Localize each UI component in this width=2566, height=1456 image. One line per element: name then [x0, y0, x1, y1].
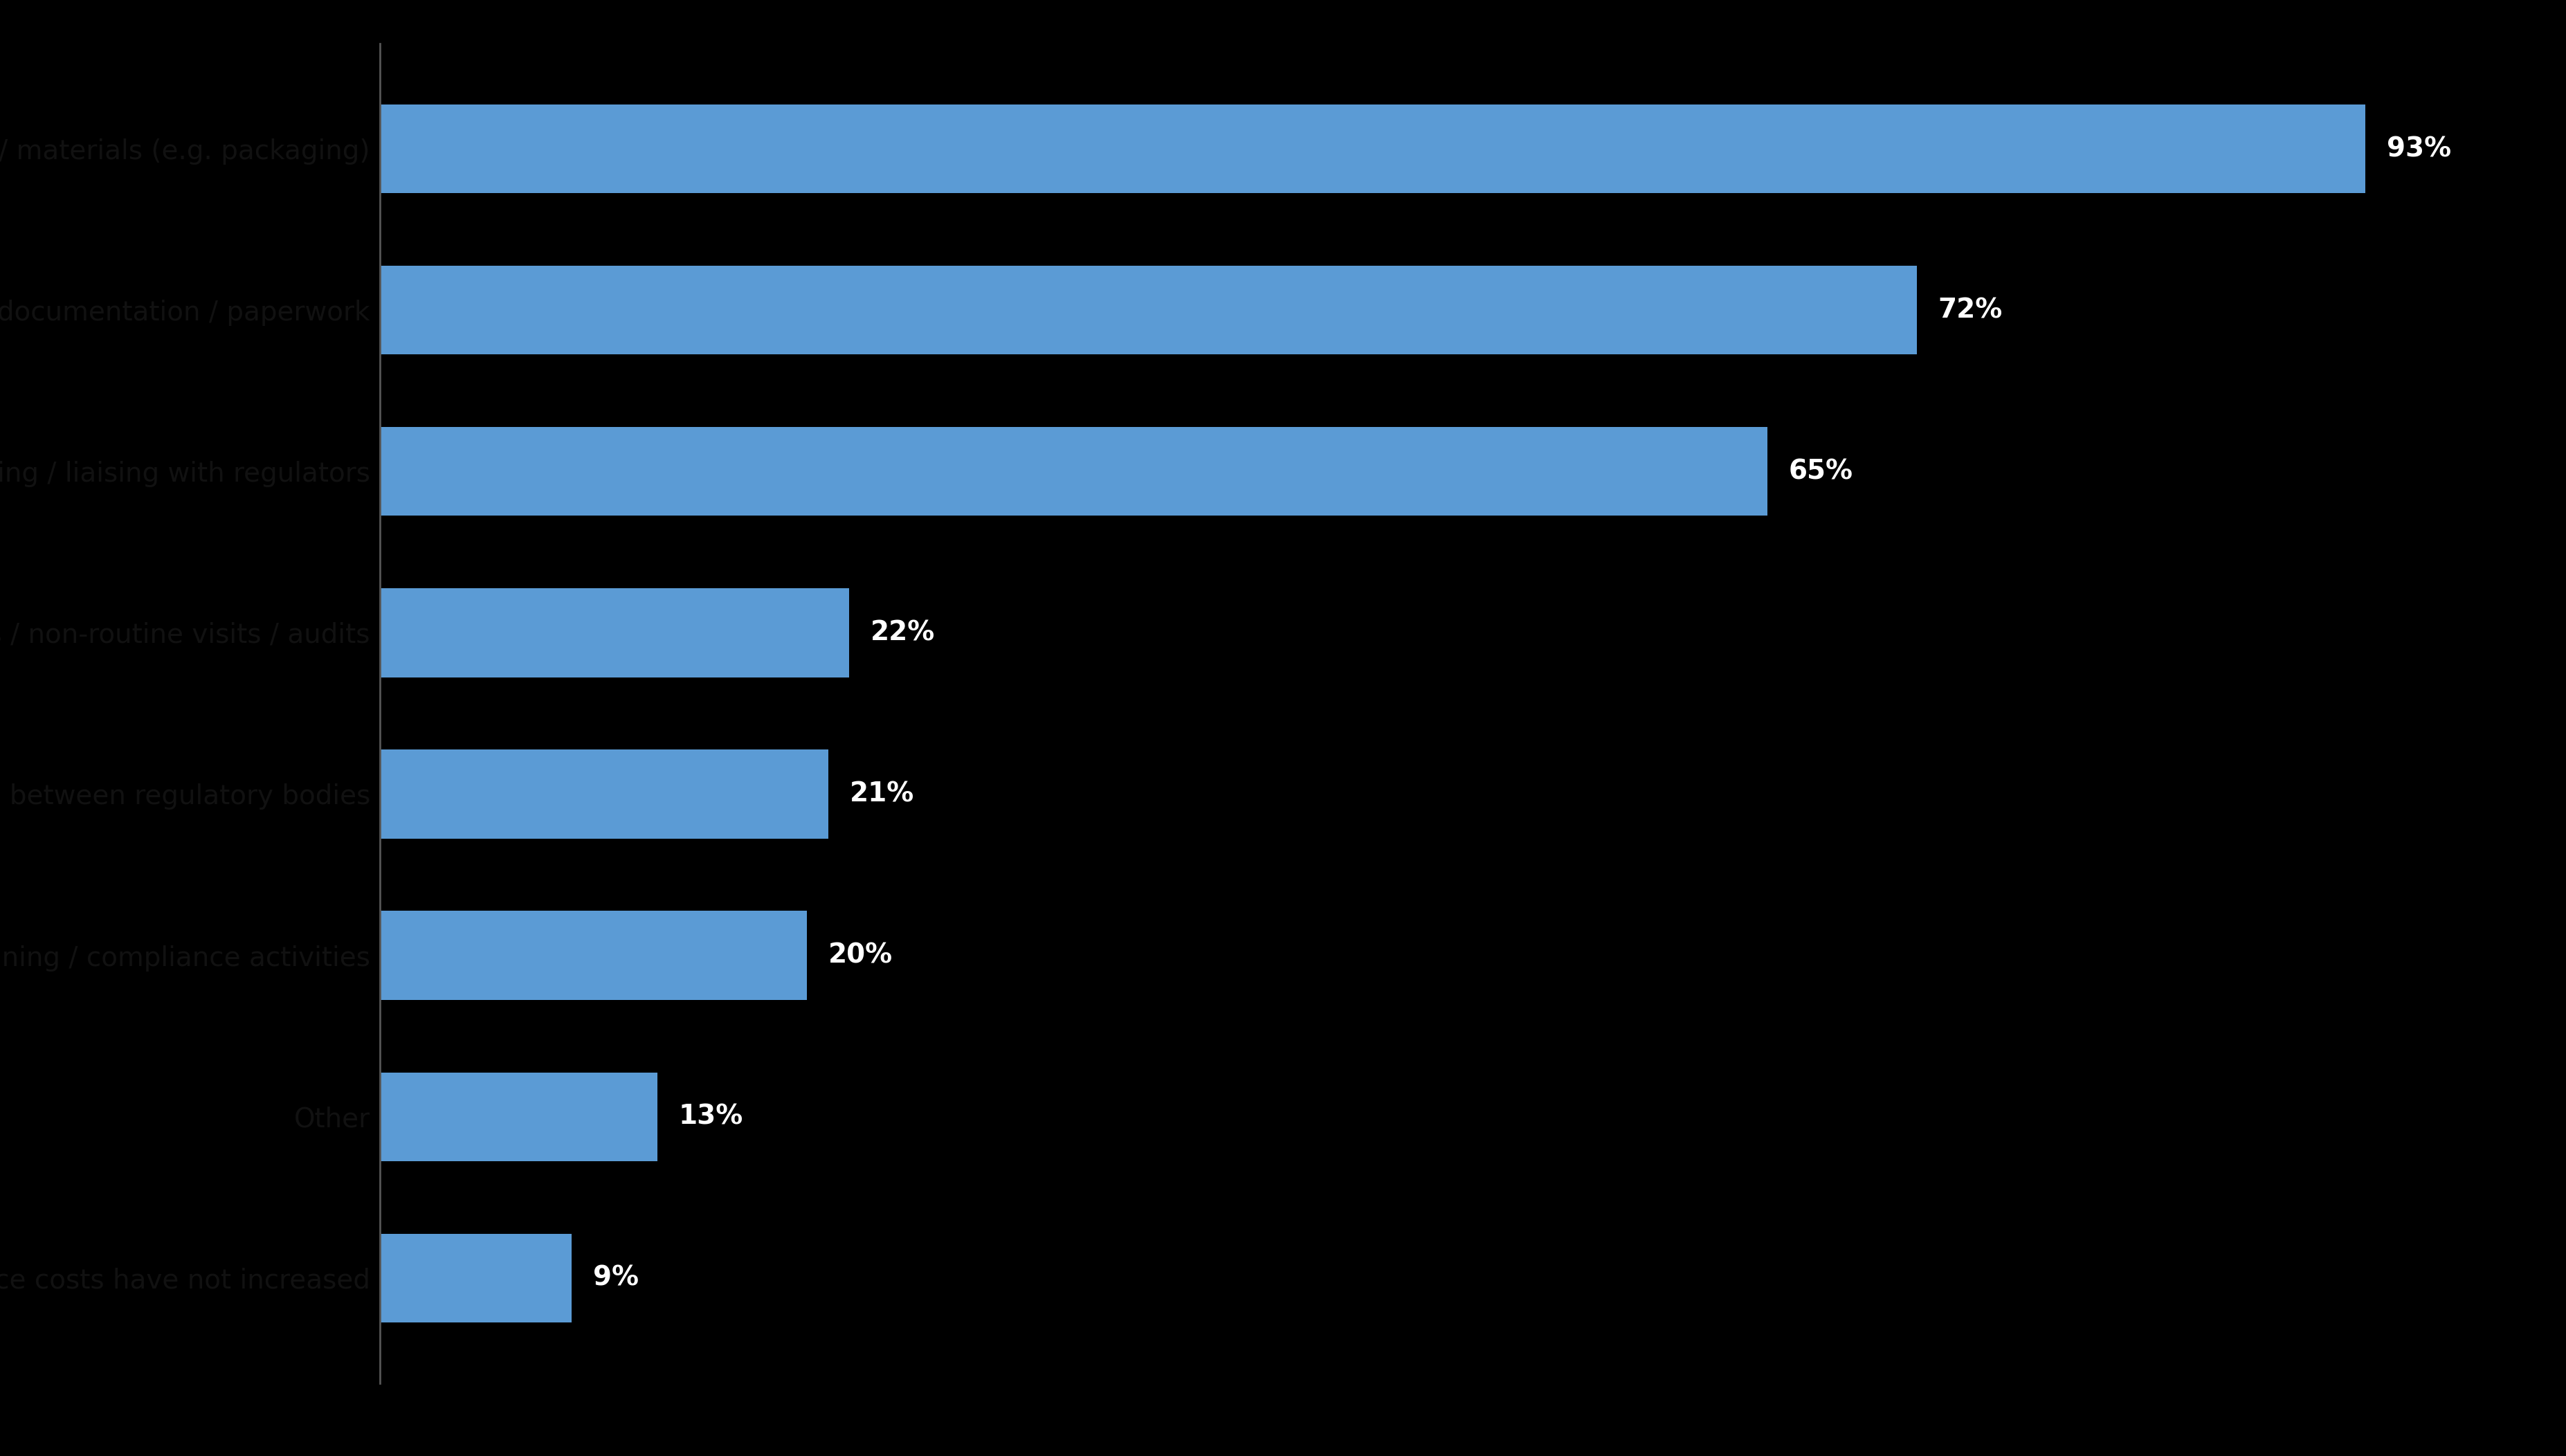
Bar — [380, 911, 806, 1000]
Bar — [380, 588, 849, 677]
Bar — [380, 105, 2366, 194]
Text: 22%: 22% — [870, 620, 937, 646]
Bar — [380, 427, 1768, 515]
Text: 20%: 20% — [829, 942, 893, 968]
Text: 65%: 65% — [1789, 459, 1853, 485]
Text: 93%: 93% — [2386, 135, 2451, 162]
Bar — [380, 750, 829, 839]
Text: 72%: 72% — [1937, 297, 2004, 323]
Text: 9%: 9% — [593, 1265, 639, 1291]
Bar — [380, 1072, 657, 1160]
Text: 21%: 21% — [849, 780, 913, 807]
Text: 13%: 13% — [677, 1104, 744, 1130]
Bar — [380, 266, 1917, 355]
Bar — [380, 1233, 572, 1322]
